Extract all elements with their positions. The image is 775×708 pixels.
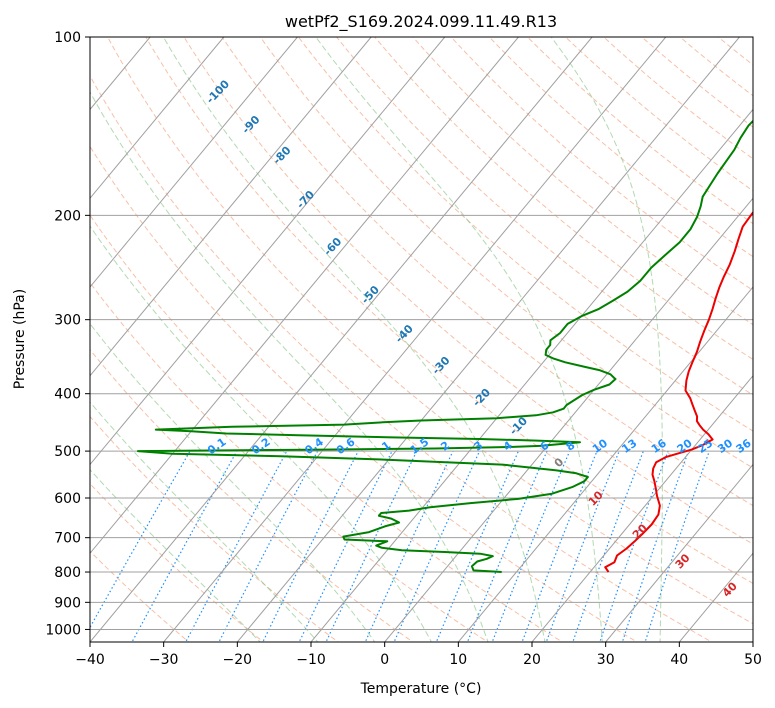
skewed-isotherm [310,108,753,642]
skewed-isotherm [384,197,753,642]
mixing-ratio-line [364,450,454,642]
chart-title: wetPf2_S169.2024.099.11.49.R13 [285,12,557,32]
x-tick-label: −30 [149,652,179,668]
y-tick-label: 1000 [45,622,81,638]
moist-adiabat [550,37,663,642]
skewed-isotherm [90,37,225,200]
skewed-isotherm [90,37,593,642]
y-tick-label: 900 [54,595,81,611]
x-tick-label: 20 [523,652,541,668]
skewed-isotherm [90,37,298,288]
plot-frame [89,36,754,643]
mixing-ratio-line [545,450,620,642]
dry-adiabat [297,37,753,432]
dewpoint-line [136,119,753,573]
moist-adiabat [162,37,546,642]
x-tick-label: 0 [380,652,389,668]
skewed-isotherm [605,463,753,642]
y-axis-label: Pressure (hPa) [12,289,28,389]
temperature-line [604,211,753,573]
mixing-ratio-line [185,450,288,642]
skewed-isotherm [236,37,740,642]
dry-adiabat [183,37,753,545]
y-tick-label: 500 [54,444,81,460]
x-tick-label: 50 [744,652,762,668]
mixing-ratio-line [644,450,710,642]
mixing-ratio-line [325,450,418,642]
moist-adiabat [90,322,376,642]
y-tick-label: 100 [54,30,81,46]
x-axis-label: Temperature (°C) [360,681,482,697]
x-tick-label: 30 [597,652,615,668]
dry-adiabat [450,37,753,292]
y-tick-label: 600 [54,491,81,507]
x-tick-label: 40 [670,652,688,668]
skewed-isotherm [163,37,667,642]
grid-lines [90,37,753,642]
dry-adiabat [90,415,340,642]
dry-adiabat [221,37,753,507]
skewed-isotherm [531,374,753,642]
x-tick-label: 10 [449,652,467,668]
x-tick-label: −40 [75,652,105,668]
skewed-isotherm [90,37,372,377]
y-tick-label: 200 [54,208,81,224]
dry-adiabat [259,37,753,469]
y-tick-label: 800 [54,565,81,581]
skewed-isotherm [90,37,446,466]
x-tick-label: −20 [223,652,253,668]
y-tick-label: 700 [54,531,81,547]
series-lines [136,119,753,573]
mixing-ratio-line [572,450,644,642]
y-tick-label: 400 [54,387,81,403]
mixing-ratio-line [218,450,319,642]
mixing-ratio-line [521,450,598,642]
y-tick-label: 300 [54,313,81,329]
skewed-isotherm [90,37,519,555]
mixing-ratio-line [466,450,548,642]
x-tick-label: −10 [296,652,326,668]
skewed-isotherm [457,286,753,642]
dry-adiabat [107,37,753,625]
mixing-ratio-line [599,450,669,642]
mixing-ratio-line [621,450,690,642]
axis-ticks: −40 −30 −20 −10 0 10 20 30 40 50 1000 900 800 700 600 5… [45,30,762,668]
